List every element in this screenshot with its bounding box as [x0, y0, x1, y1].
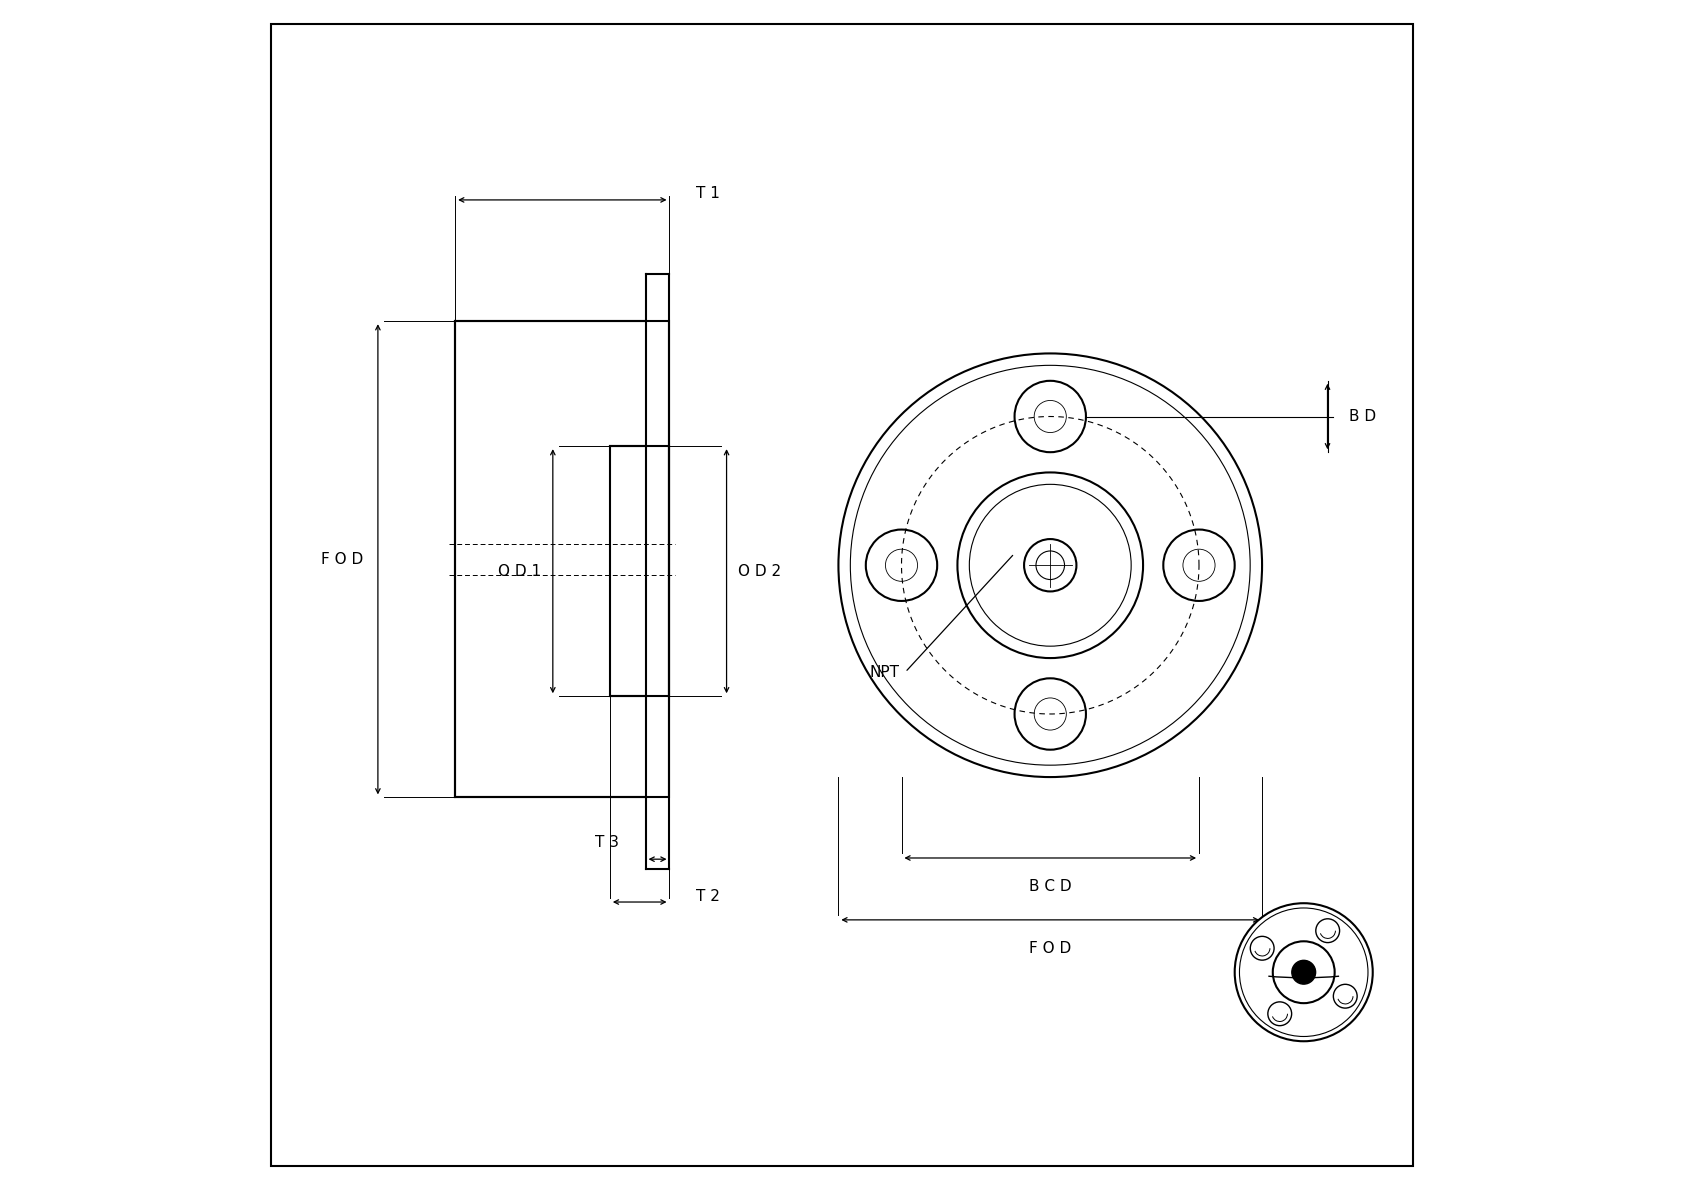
Text: F O D: F O D [322, 552, 364, 566]
Text: NPT: NPT [869, 665, 899, 679]
Circle shape [1292, 960, 1315, 984]
Text: T 3: T 3 [596, 834, 620, 850]
Text: O D 1: O D 1 [498, 564, 541, 578]
Text: F O D: F O D [1029, 941, 1071, 957]
Circle shape [1334, 984, 1357, 1008]
Circle shape [1234, 903, 1372, 1041]
Bar [455, 321, 670, 797]
Text: B D: B D [1349, 409, 1376, 424]
Text: B C D: B C D [1029, 879, 1071, 895]
Circle shape [1315, 919, 1339, 942]
Circle shape [1273, 941, 1335, 1003]
Circle shape [1268, 1002, 1292, 1026]
Text: T 2: T 2 [695, 889, 719, 903]
Bar [610, 446, 670, 696]
Text: O D 2: O D 2 [739, 564, 781, 578]
Text: T 1: T 1 [695, 187, 719, 201]
Circle shape [1250, 937, 1275, 960]
